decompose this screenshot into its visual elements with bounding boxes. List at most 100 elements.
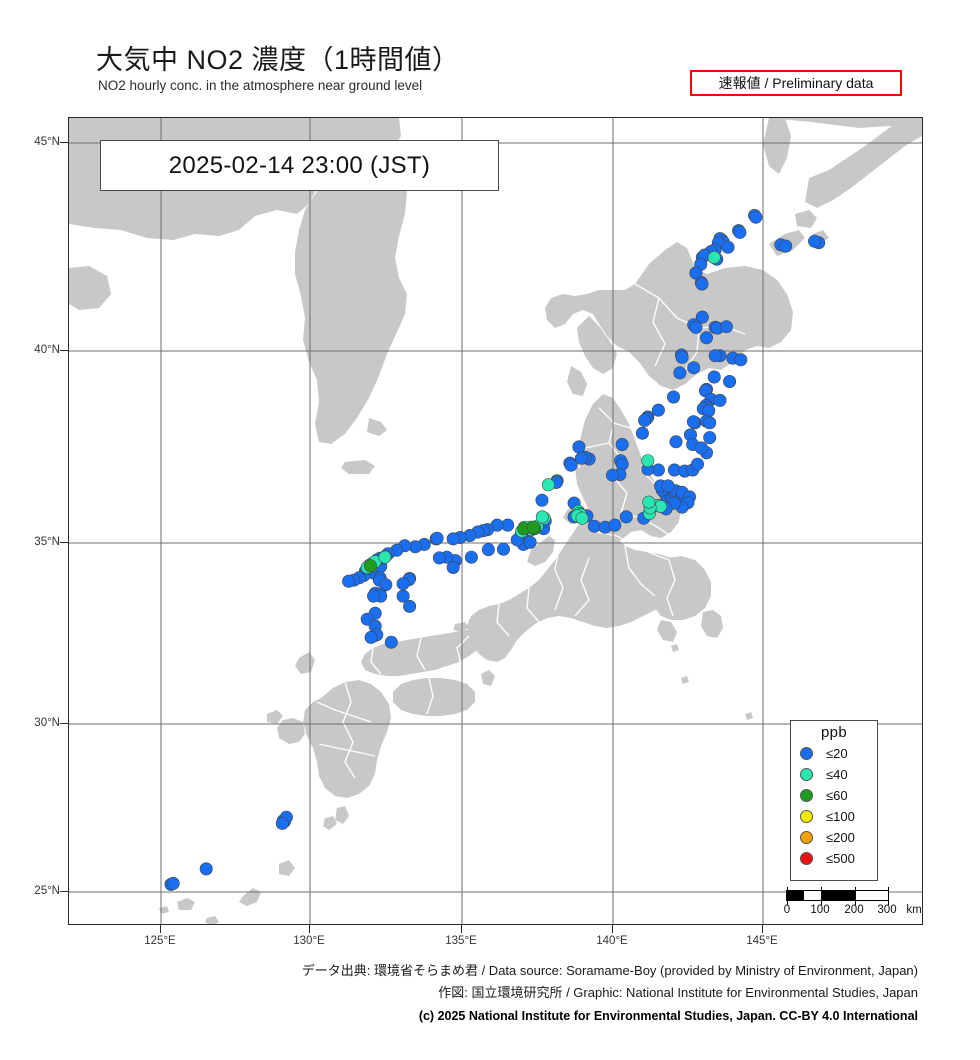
station-point[interactable] (496, 542, 510, 556)
station-point[interactable] (673, 366, 687, 380)
station-point[interactable] (364, 630, 378, 644)
station-point[interactable] (707, 370, 721, 384)
station-point[interactable] (641, 454, 655, 468)
lon-tickmark-130E (309, 925, 310, 933)
asian-mainland (69, 118, 922, 128)
station-point[interactable] (708, 349, 722, 363)
station-point[interactable] (749, 210, 763, 224)
legend-item-label: ≤200 (826, 830, 855, 845)
landmass-layer (69, 118, 922, 924)
shikoku (393, 678, 475, 716)
station-point[interactable] (587, 519, 601, 533)
station-point[interactable] (695, 310, 709, 324)
station-point[interactable] (396, 589, 410, 603)
legend-swatch-icon (800, 747, 813, 760)
station-point[interactable] (446, 532, 460, 546)
station-point[interactable] (661, 479, 675, 493)
station-point[interactable] (703, 416, 717, 430)
lon-tick-140E: 140°E (596, 935, 628, 947)
legend-swatch-icon (800, 831, 813, 844)
station-point[interactable] (574, 451, 588, 465)
footer-graphic-credit: 作図: 国立環境研究所 / Graphic: National Institut… (438, 985, 918, 1000)
station-point[interactable] (378, 550, 392, 564)
lat-tick-25N: 25°N (34, 885, 60, 897)
station-point[interactable] (535, 493, 549, 507)
station-point[interactable] (367, 589, 381, 603)
scale-label-300: 300 (877, 904, 897, 916)
station-point[interactable] (707, 251, 721, 265)
station-point[interactable] (481, 543, 495, 557)
scale-tick-300 (888, 887, 889, 905)
station-point[interactable] (541, 478, 555, 492)
jeju-island (341, 460, 375, 474)
legend-item-label: ≤500 (826, 851, 855, 866)
station-point[interactable] (446, 560, 460, 574)
lat-tick-45N: 45°N (34, 136, 60, 148)
station-point[interactable] (523, 535, 537, 549)
footer-data-source: データ出典: 環境省そらまめ君 / Data source: Soramame-… (301, 963, 918, 978)
station-point[interactable] (605, 468, 619, 482)
station-point[interactable] (575, 511, 589, 525)
station-point[interactable] (695, 277, 709, 291)
station-point[interactable] (699, 331, 713, 345)
legend-item-200[interactable]: ≤200 (791, 827, 877, 848)
station-point[interactable] (384, 635, 398, 649)
ogasawara-dot (745, 712, 753, 720)
yakushima (323, 816, 337, 830)
station-point[interactable] (608, 518, 622, 532)
station-point[interactable] (403, 599, 417, 613)
amami-oshima (279, 860, 295, 876)
oshima-peninsula (577, 316, 617, 374)
station-point[interactable] (342, 574, 356, 588)
station-point[interactable] (526, 520, 540, 534)
station-point[interactable] (721, 240, 735, 254)
station-point[interactable] (713, 393, 727, 407)
station-point[interactable] (808, 234, 822, 248)
station-point[interactable] (719, 320, 733, 334)
miyako-island (205, 916, 219, 924)
station-point[interactable] (642, 495, 656, 509)
station-point[interactable] (615, 437, 629, 451)
station-point[interactable] (564, 458, 578, 472)
station-point[interactable] (723, 374, 737, 388)
station-point[interactable] (690, 457, 704, 471)
station-point[interactable] (694, 441, 708, 455)
hachijojima (681, 676, 689, 684)
station-point[interactable] (703, 431, 717, 445)
station-point[interactable] (430, 531, 444, 545)
station-point[interactable] (733, 225, 747, 239)
honshu-west (361, 630, 481, 676)
station-point[interactable] (432, 551, 446, 565)
legend-item-40[interactable]: ≤40 (791, 764, 877, 785)
station-point[interactable] (669, 435, 683, 449)
station-point[interactable] (686, 415, 700, 429)
oki-islands (453, 622, 469, 632)
station-point[interactable] (635, 426, 649, 440)
station-point[interactable] (275, 816, 289, 830)
lat-tick-40N: 40°N (34, 344, 60, 356)
legend-item-100[interactable]: ≤100 (791, 806, 877, 827)
legend-panel: ppb ≤20 ≤40 ≤60 ≤100 ≤200 ≤500 (790, 720, 878, 881)
station-point[interactable] (199, 862, 213, 876)
station-point[interactable] (166, 876, 180, 890)
station-point[interactable] (779, 239, 793, 253)
map-panel[interactable]: 2025-02-14 23:00 (JST) ppb ≤20 ≤40 ≤60 ≤100… (68, 117, 923, 925)
station-point[interactable] (619, 510, 633, 524)
station-point[interactable] (689, 320, 703, 334)
legend-item-500[interactable]: ≤500 (791, 848, 877, 869)
station-point[interactable] (675, 350, 689, 364)
legend-item-60[interactable]: ≤60 (791, 785, 877, 806)
station-point[interactable] (396, 577, 410, 591)
lon-tickmark-135E (461, 925, 462, 933)
lon-tick-125E: 125°E (144, 935, 176, 947)
station-point[interactable] (666, 390, 680, 404)
station-point[interactable] (734, 353, 748, 367)
station-point[interactable] (535, 510, 549, 524)
station-point[interactable] (651, 403, 665, 417)
station-point[interactable] (363, 559, 377, 573)
legend-item-20[interactable]: ≤20 (791, 743, 877, 764)
station-point[interactable] (687, 361, 701, 375)
station-point[interactable] (464, 550, 478, 564)
station-point[interactable] (638, 413, 652, 427)
scale-label-0: 0 (783, 904, 791, 916)
